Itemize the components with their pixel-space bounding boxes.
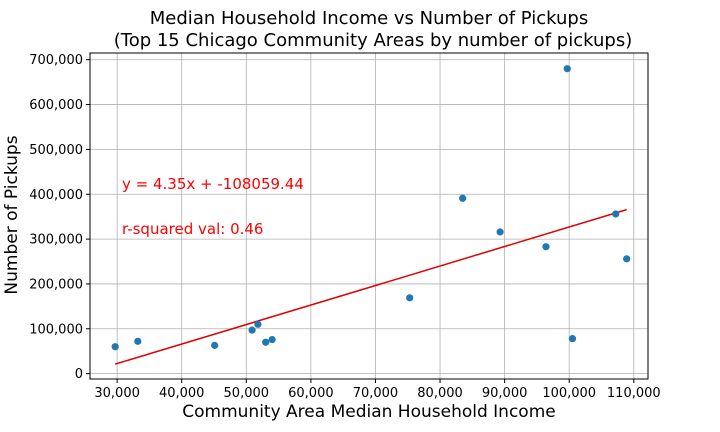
data-point (459, 194, 467, 202)
y-tick-label: 100,000 (29, 322, 83, 337)
data-point (496, 228, 504, 236)
data-point (254, 320, 262, 328)
y-tick-label: 600,000 (29, 98, 83, 113)
y-axis-label: Number of Pickups (2, 135, 22, 294)
regression-line (114, 208, 627, 365)
data-point (268, 335, 276, 344)
r-squared-annotation: r-squared val: 0.46 (122, 220, 263, 238)
x-tick-label: 60,000 (288, 386, 334, 401)
data-point (623, 255, 631, 263)
data-point (563, 65, 571, 73)
y-tick-label: 500,000 (29, 143, 83, 158)
x-tick-label: 110,000 (607, 386, 661, 401)
x-axis-label: Community Area Median Household Income (182, 402, 555, 422)
data-point (211, 341, 219, 349)
y-tick-label: 400,000 (29, 188, 83, 203)
x-tick-label: 80,000 (417, 386, 463, 401)
data-point (612, 210, 620, 218)
x-tick-label: 90,000 (482, 386, 528, 401)
regression-line-layer (114, 208, 627, 365)
data-point (248, 326, 256, 334)
data-point (262, 338, 270, 346)
data-point (406, 294, 414, 302)
scatter-points (111, 65, 631, 351)
x-axis-ticks: 30,000 40,000 50,000 60,000 70,000 80,000 90,0… (94, 379, 661, 401)
x-tick-label: 40,000 (159, 386, 205, 401)
x-tick-label: 50,000 (224, 386, 270, 401)
data-point (111, 343, 119, 351)
grid (90, 53, 648, 379)
plot-area-frame (89, 52, 649, 380)
data-point (542, 243, 550, 251)
y-tick-label: 0 (75, 367, 83, 382)
y-tick-label: 200,000 (29, 277, 83, 292)
data-point (134, 337, 142, 345)
chart-subtitle: (Top 15 Chicago Community Areas by numbe… (114, 30, 633, 51)
x-tick-label: 100,000 (542, 386, 596, 401)
regression-equation: y = 4.35x + -108059.44 (122, 175, 304, 193)
x-tick-label: 70,000 (353, 386, 399, 401)
y-axis-ticks: 0 100,000 200,000 300,000 400,000 500,000 600,… (29, 53, 90, 382)
y-tick-label: 700,000 (29, 53, 83, 68)
x-tick-label: 30,000 (94, 386, 140, 401)
data-point (568, 335, 577, 343)
y-tick-label: 300,000 (29, 233, 83, 248)
chart-title: Median Household Income vs Number of Pic… (150, 8, 588, 29)
